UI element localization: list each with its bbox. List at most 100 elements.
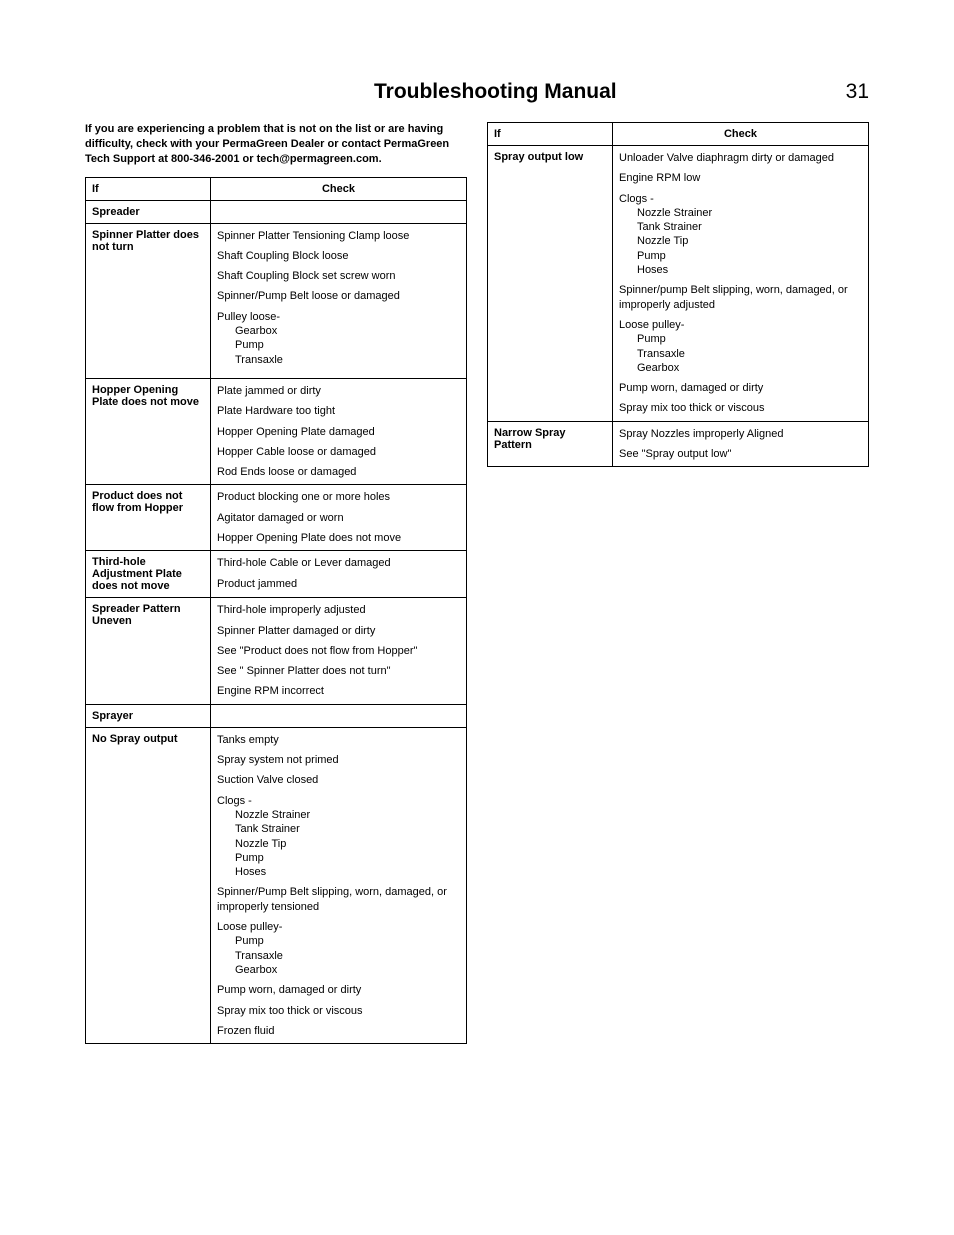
- check-subitem: Gearbox: [235, 324, 283, 338]
- table-header-if: If: [488, 123, 613, 146]
- check-item-sublist: GearboxPumpTransaxle: [217, 324, 283, 367]
- check-item: See " Spinner Platter does not turn": [217, 664, 460, 678]
- check-item: Loose pulley-PumpTransaxleGearbox: [619, 318, 862, 375]
- check-subitem: Nozzle Tip: [637, 234, 712, 248]
- check-item: Clogs -Nozzle StrainerTank StrainerNozzl…: [619, 192, 862, 278]
- table-if-cell: Spreader Pattern Uneven: [86, 598, 211, 704]
- check-item-sublist: Nozzle StrainerTank StrainerNozzle TipPu…: [619, 206, 712, 277]
- check-item: Plate Hardware too tight: [217, 404, 460, 418]
- table-check-cell: Third-hole Cable or Lever damaged Product…: [211, 551, 467, 598]
- table-if-cell: Hopper Opening Plate does not move: [86, 378, 211, 484]
- intro-text: If you are experiencing a problem that i…: [85, 122, 467, 167]
- check-item: Product jammed: [217, 577, 460, 591]
- left-troubleshooting-table: If Check SpreaderSpinner Platter does no…: [85, 177, 467, 1045]
- check-item: Loose pulley-PumpTransaxleGearbox: [217, 920, 460, 977]
- table-header-check: Check: [211, 177, 467, 200]
- check-item: Spinner Platter Tensioning Clamp loose: [217, 229, 460, 243]
- check-item: Spray mix too thick or viscous: [619, 401, 862, 415]
- check-item: Pump worn, damaged or dirty: [217, 983, 460, 997]
- check-item-text: Clogs -: [217, 795, 252, 807]
- check-subitem: Tank Strainer: [637, 220, 712, 234]
- check-item-sublist: PumpTransaxleGearbox: [619, 332, 685, 375]
- table-header-check: Check: [613, 123, 869, 146]
- check-item: Hopper Opening Plate does not move: [217, 531, 460, 545]
- check-item: Plate jammed or dirty: [217, 384, 460, 398]
- check-subitem: Pump: [637, 332, 685, 346]
- check-subitem: Nozzle Tip: [235, 837, 310, 851]
- check-subitem: Pump: [637, 249, 712, 263]
- table-check-cell: Third-hole improperly adjusted Spinner Pl…: [211, 598, 467, 704]
- check-item: Shaft Coupling Block loose: [217, 249, 460, 263]
- table-row: Spinner Platter does not turnSpinner Pla…: [86, 223, 467, 378]
- check-item: Hopper Cable loose or damaged: [217, 445, 460, 459]
- check-item: Third-hole Cable or Lever damaged: [217, 556, 460, 570]
- table-if-cell: Spinner Platter does not turn: [86, 223, 211, 378]
- check-item: Spray system not primed: [217, 753, 460, 767]
- page-number: 31: [846, 80, 869, 104]
- check-subitem: Tank Strainer: [235, 822, 310, 836]
- check-item: Spinner/Pump Belt slipping, worn, damage…: [217, 885, 460, 914]
- right-column: If Check Spray output low Unloader Valve …: [487, 122, 869, 467]
- table-if-cell: Sprayer: [86, 704, 211, 727]
- check-item: Spinner Platter damaged or dirty: [217, 624, 460, 638]
- check-item: Unloader Valve diaphragm dirty or damage…: [619, 151, 862, 165]
- check-subitem: Pump: [235, 338, 283, 352]
- check-item: See "Spray output low": [619, 447, 862, 461]
- table-if-cell: Spreader: [86, 200, 211, 223]
- content-columns: If you are experiencing a problem that i…: [85, 122, 869, 1044]
- check-item: Pump worn, damaged or dirty: [619, 381, 862, 395]
- check-item: Pulley loose-GearboxPumpTransaxle: [217, 310, 460, 367]
- table-check-cell: Unloader Valve diaphragm dirty or damage…: [613, 146, 869, 422]
- table-check-cell: Spinner Platter Tensioning Clamp loose Sh…: [211, 223, 467, 378]
- table-check-cell: Plate jammed or dirty Plate Hardware too …: [211, 378, 467, 484]
- check-subitem: Nozzle Strainer: [637, 206, 712, 220]
- check-item-text: Loose pulley-: [619, 319, 684, 331]
- check-item: Frozen fluid: [217, 1024, 460, 1038]
- check-item: Spinner/Pump Belt loose or damaged: [217, 289, 460, 303]
- check-subitem: Hoses: [235, 865, 310, 879]
- table-row: Spreader: [86, 200, 467, 223]
- table-row: No Spray output Tanks empty Spray system n…: [86, 727, 467, 1043]
- table-row: Product does not flow from Hopper Product…: [86, 485, 467, 551]
- table-if-cell: Third-hole Adjustment Plate does not mov…: [86, 551, 211, 598]
- check-item-text: Pulley loose-: [217, 311, 280, 323]
- check-subitem: Transaxle: [235, 949, 283, 963]
- check-subitem: Transaxle: [235, 353, 283, 367]
- check-item: Product blocking one or more holes: [217, 490, 460, 504]
- check-item: Spray Nozzles improperly Aligned: [619, 427, 862, 441]
- check-item: Shaft Coupling Block set screw worn: [217, 269, 460, 283]
- table-row: Hopper Opening Plate does not movePlate …: [86, 378, 467, 484]
- table-check-cell: Spray Nozzles improperly Aligned See "Spr…: [613, 421, 869, 467]
- right-troubleshooting-table: If Check Spray output low Unloader Valve …: [487, 122, 869, 467]
- check-item: Clogs -Nozzle StrainerTank StrainerNozzl…: [217, 794, 460, 880]
- check-item-text: Loose pulley-: [217, 921, 282, 933]
- check-item: Engine RPM low: [619, 171, 862, 185]
- table-row: Narrow Spray PatternSpray Nozzles improp…: [488, 421, 869, 467]
- check-subitem: Transaxle: [637, 347, 685, 361]
- table-row: Third-hole Adjustment Plate does not mov…: [86, 551, 467, 598]
- table-row: Spreader Pattern UnevenThird-hole improp…: [86, 598, 467, 704]
- check-item: Suction Valve closed: [217, 773, 460, 787]
- check-subitem: Pump: [235, 934, 283, 948]
- check-subitem: Gearbox: [235, 963, 283, 977]
- page-header: Troubleshooting Manual 31: [85, 80, 869, 104]
- check-item: Engine RPM incorrect: [217, 684, 460, 698]
- table-row: Sprayer: [86, 704, 467, 727]
- page-title: Troubleshooting Manual: [85, 80, 846, 104]
- table-check-cell: [211, 200, 467, 223]
- check-item-sublist: Nozzle StrainerTank StrainerNozzle TipPu…: [217, 808, 310, 879]
- check-subitem: Nozzle Strainer: [235, 808, 310, 822]
- check-item-sublist: PumpTransaxleGearbox: [217, 934, 283, 977]
- table-if-cell: Product does not flow from Hopper: [86, 485, 211, 551]
- check-item: Spray mix too thick or viscous: [217, 1004, 460, 1018]
- check-item: Rod Ends loose or damaged: [217, 465, 460, 479]
- table-check-cell: Tanks empty Spray system not primed Suctio…: [211, 727, 467, 1043]
- table-header-if: If: [86, 177, 211, 200]
- check-item: Tanks empty: [217, 733, 460, 747]
- check-item: Hopper Opening Plate damaged: [217, 425, 460, 439]
- table-row: Spray output low Unloader Valve diaphragm…: [488, 146, 869, 422]
- check-item-text: Clogs -: [619, 193, 654, 205]
- table-if-cell: Spray output low: [488, 146, 613, 422]
- check-item: Third-hole improperly adjusted: [217, 603, 460, 617]
- table-if-cell: No Spray output: [86, 727, 211, 1043]
